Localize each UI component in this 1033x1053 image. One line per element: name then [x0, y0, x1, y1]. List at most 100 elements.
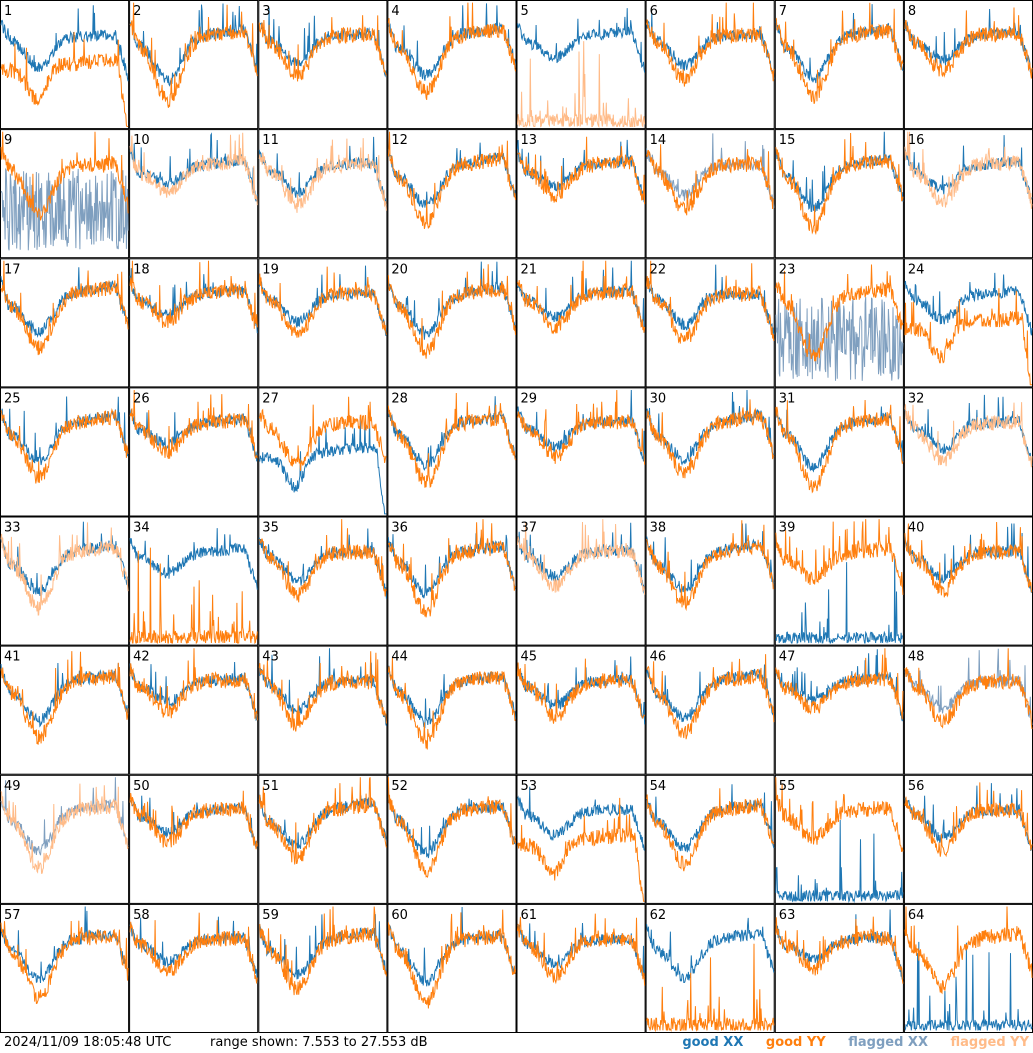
series-yy — [0, 131, 129, 221]
series-xx — [0, 267, 129, 339]
panel-label: 4 — [391, 4, 399, 19]
panel-label: 6 — [650, 4, 658, 19]
panel-frame — [0, 903, 130, 1033]
panel-46: 46 — [645, 645, 775, 775]
panel-5: 5 — [516, 0, 646, 130]
series-yy — [646, 144, 775, 216]
legend-good-xx: good XX — [682, 1035, 744, 1050]
series-xx — [129, 528, 258, 590]
series-yy — [775, 132, 904, 236]
panel-51: 51 — [258, 774, 388, 904]
panel-label: 52 — [391, 779, 408, 794]
panel-58: 58 — [129, 903, 259, 1033]
series-yy — [129, 790, 258, 850]
range-text: range shown: 7.553 to 27.553 dB — [210, 1035, 428, 1050]
panel-frame — [645, 645, 775, 775]
series-yy — [0, 31, 129, 127]
series-yy — [258, 906, 387, 996]
series-yy — [0, 920, 129, 1005]
panel-label: 55 — [779, 779, 796, 794]
panel-label: 61 — [521, 908, 538, 923]
panel-10: 10 — [129, 129, 259, 259]
panel-frame — [516, 129, 646, 259]
panel-frame — [645, 258, 775, 388]
series-yy — [258, 15, 387, 82]
panel-label: 20 — [391, 262, 408, 277]
panel-64: 64 — [903, 903, 1033, 1033]
series-yy — [387, 392, 516, 489]
series-yy — [517, 519, 646, 595]
panel-29: 29 — [516, 387, 646, 517]
panel-52: 52 — [387, 774, 517, 904]
series-yy — [775, 399, 904, 494]
series-yy — [129, 389, 258, 460]
series-xx — [646, 133, 775, 208]
legend-flagged-yy: flagged YY — [950, 1035, 1030, 1050]
panel-25: 25 — [0, 387, 130, 517]
panel-label: 24 — [908, 262, 925, 277]
panel-17: 17 — [0, 258, 130, 388]
series-yy — [129, 132, 258, 206]
panel-label: 7 — [779, 4, 787, 19]
panel-49: 49 — [0, 774, 130, 904]
series-yy — [517, 797, 645, 902]
panel-21: 21 — [516, 258, 646, 388]
panel-label: 29 — [521, 391, 538, 406]
panel-14: 14 — [645, 129, 775, 259]
series-yy — [129, 260, 258, 329]
series-xx — [775, 819, 904, 904]
panel-label: 10 — [133, 133, 150, 148]
panel-frame — [903, 387, 1033, 517]
panel-44: 44 — [387, 645, 517, 775]
panel-frame — [774, 516, 904, 646]
panel-label: 14 — [650, 133, 667, 148]
panel-frame — [129, 387, 259, 517]
panel-label: 38 — [650, 521, 667, 536]
panel-label: 25 — [4, 391, 21, 406]
panel-label: 35 — [262, 521, 279, 536]
series-xx — [517, 786, 645, 851]
panel-label: 60 — [391, 908, 408, 923]
panel-frame — [516, 387, 646, 517]
series-xx — [904, 648, 1033, 726]
series-xx — [646, 664, 775, 723]
panel-label: 34 — [133, 521, 150, 536]
panel-60: 60 — [387, 903, 517, 1033]
panel-frame — [258, 0, 388, 130]
panel-label: 19 — [262, 262, 279, 277]
panel-frame — [774, 774, 904, 904]
panel-frame — [516, 516, 646, 646]
panel-9: 9 — [0, 129, 130, 259]
panel-frame — [387, 258, 517, 388]
panel-frame — [0, 0, 130, 130]
series-yy — [646, 520, 775, 612]
panel-label: 47 — [779, 650, 796, 665]
series-yy — [904, 131, 1033, 209]
series-yy — [258, 138, 387, 213]
series-xx — [258, 794, 387, 850]
panel-label: 56 — [908, 779, 925, 794]
panel-frame — [903, 774, 1033, 904]
legend-good-yy: good YY — [765, 1035, 826, 1050]
panel-62: 62 — [645, 903, 775, 1033]
panel-19: 19 — [258, 258, 388, 388]
panel-label: 13 — [521, 133, 538, 148]
panel-frame — [387, 0, 517, 130]
series-xx — [387, 795, 516, 859]
panel-label: 62 — [650, 908, 667, 923]
panel-20: 20 — [387, 258, 517, 388]
panel-frame — [258, 258, 388, 388]
panel-label: 45 — [521, 650, 538, 665]
panel-8: 8 — [903, 0, 1033, 130]
series-yy — [0, 522, 129, 616]
series-yy — [904, 288, 1032, 386]
panel-frame — [0, 774, 130, 904]
panel-32: 32 — [903, 387, 1033, 517]
series-yy — [129, 648, 258, 721]
panel-13: 13 — [516, 129, 646, 259]
series-xx — [0, 5, 129, 82]
panel-frame — [516, 903, 646, 1033]
series-xx — [0, 167, 129, 251]
panel-label: 2 — [133, 4, 141, 19]
